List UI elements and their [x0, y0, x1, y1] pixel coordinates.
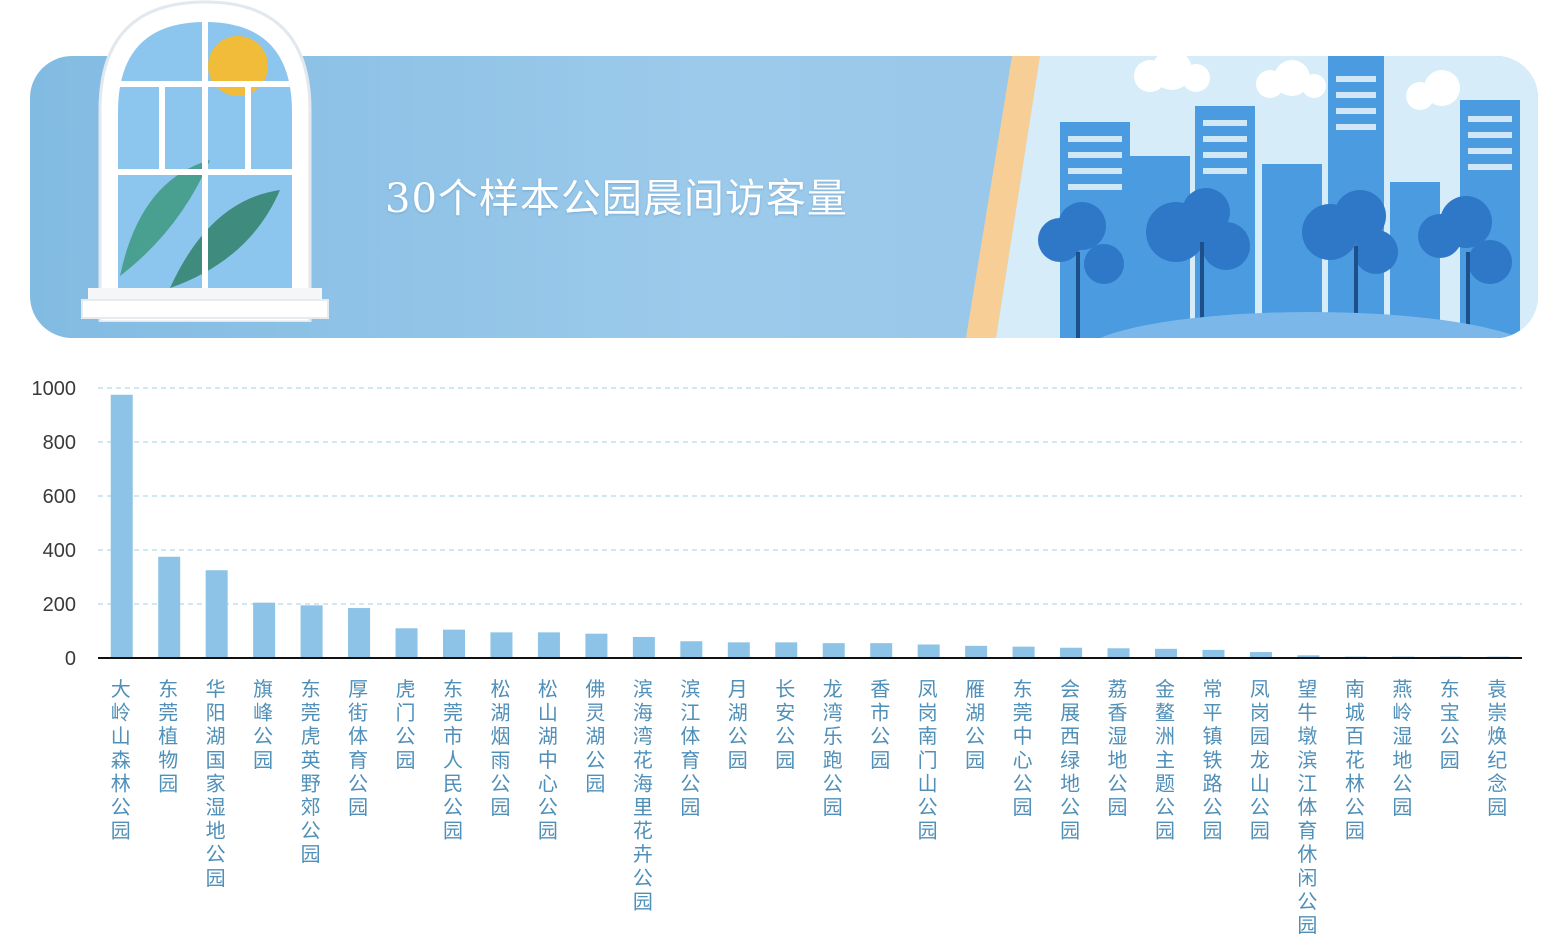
- bar: [1107, 648, 1130, 658]
- x-tick-label: 滨海湾花海里花卉公园: [633, 677, 653, 913]
- x-tick-label: 凤岗园龙山公园: [1250, 677, 1270, 843]
- x-tick-label: 东宝公园: [1440, 677, 1460, 772]
- x-tick-label: 月湖公园: [728, 677, 748, 772]
- bar: [1060, 647, 1083, 658]
- x-tick-label: 大岭山森林公园: [111, 677, 131, 843]
- bar-chart: 0 200 400 600 800 1000 大岭山森林公园 东莞植物园 华阳湖国家湿地公园 旗…: [32, 378, 1522, 937]
- bar: [965, 645, 988, 658]
- y-tick-label: 400: [43, 540, 76, 562]
- page-title: 30个样本公园晨间访客量: [385, 176, 848, 222]
- bar: [632, 636, 655, 658]
- x-tick-label: 东莞植物园: [158, 677, 178, 795]
- bar: [870, 643, 893, 658]
- bar: [300, 605, 323, 658]
- bars: [110, 394, 1510, 658]
- bar: [110, 394, 133, 658]
- x-tick-label: 常平镇铁路公园: [1202, 677, 1222, 843]
- banner-illustration: [966, 56, 1538, 338]
- x-tick-label: 袁崇焕纪念园: [1487, 677, 1507, 819]
- x-tick-label: 东莞中心公园: [1013, 677, 1033, 819]
- bar: [158, 556, 181, 658]
- bar: [395, 628, 418, 658]
- title-banner: [30, 56, 1538, 338]
- bar: [443, 629, 465, 658]
- x-axis-labels: 大岭山森林公园 东莞植物园 华阳湖国家湿地公园 旗峰公园 东莞虎英野郊公园 厚街体育公园 虎…: [111, 677, 1508, 937]
- x-tick-label: 凤岗南门山公园: [918, 677, 938, 843]
- x-tick-label: 望牛墩滨江体育休闲公园: [1297, 677, 1317, 937]
- y-axis-ticks: 0 200 400 600 800 1000: [32, 378, 77, 670]
- bar: [1155, 648, 1177, 658]
- x-tick-label: 松山湖中心公园: [538, 677, 558, 843]
- x-tick-label: 雁湖公园: [965, 677, 985, 772]
- bar: [253, 602, 276, 658]
- x-tick-label: 香市公园: [870, 677, 890, 772]
- bar: [822, 643, 845, 658]
- bar: [775, 642, 798, 658]
- x-tick-label: 旗峰公园: [253, 677, 273, 772]
- y-tick-label: 800: [43, 432, 76, 454]
- x-tick-label: 佛灵湖公园: [585, 677, 605, 795]
- bar: [205, 570, 228, 658]
- x-tick-label: 松湖烟雨公园: [490, 677, 510, 819]
- x-tick-label: 荔香湿地公园: [1108, 677, 1128, 819]
- bar: [1297, 655, 1320, 658]
- y-tick-label: 0: [65, 648, 76, 670]
- bar: [585, 633, 608, 658]
- bar: [727, 642, 750, 658]
- bar: [490, 632, 513, 658]
- bar: [917, 644, 940, 658]
- x-tick-label: 金鳌洲主题公园: [1155, 677, 1175, 843]
- bar: [680, 641, 703, 658]
- x-tick-label: 南城百花林公园: [1345, 677, 1365, 843]
- x-tick-label: 长安公园: [775, 677, 795, 772]
- y-tick-label: 1000: [32, 378, 77, 400]
- bar: [348, 608, 371, 658]
- x-tick-label: 东莞市人民公园: [443, 677, 463, 843]
- x-tick-label: 燕岭湿地公园: [1392, 677, 1412, 819]
- x-tick-label: 东莞虎英野郊公园: [301, 677, 321, 866]
- y-tick-label: 600: [43, 486, 76, 508]
- y-tick-label: 200: [43, 594, 76, 616]
- x-tick-label: 华阳湖国家湿地公园: [206, 677, 226, 890]
- x-tick-label: 龙湾乐跑公园: [823, 677, 843, 819]
- grid-lines: [98, 387, 1522, 605]
- x-tick-label: 滨江体育公园: [680, 677, 700, 819]
- bar: [1202, 649, 1225, 658]
- bar: [1249, 652, 1272, 658]
- x-tick-label: 厚街体育公园: [348, 677, 368, 819]
- x-tick-label: 会展西绿地公园: [1060, 677, 1080, 843]
- bar: [1012, 646, 1035, 658]
- x-tick-label: 虎门公园: [396, 677, 416, 772]
- window-illustration: [81, 0, 329, 322]
- bar: [537, 632, 560, 658]
